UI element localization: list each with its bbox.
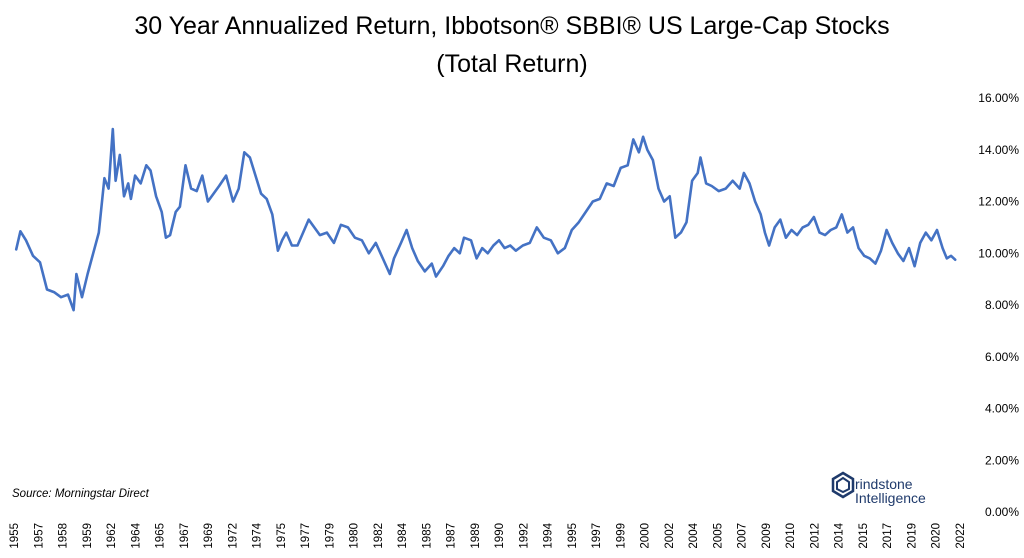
x-tick-label: 2012: [809, 523, 821, 549]
x-tick-label: 2022: [955, 523, 967, 549]
logo-text-line-2: Intelligence: [855, 490, 926, 506]
x-tick-label: 1979: [324, 523, 336, 549]
x-tick-label: 1977: [300, 523, 312, 549]
y-tick-label: 6.00%: [985, 350, 1019, 364]
x-tick-label: 1965: [155, 523, 167, 549]
x-tick-label: 2017: [882, 523, 894, 549]
x-tick-label: 2002: [664, 523, 676, 549]
x-tick-label: 1995: [567, 523, 579, 549]
x-tick-label: 2004: [688, 522, 700, 548]
y-tick-label: 14.00%: [978, 143, 1019, 157]
x-tick-label: 1984: [397, 522, 409, 548]
x-tick-label: 2010: [785, 523, 797, 549]
chart-title-line-2: (Total Return): [436, 50, 587, 78]
source-note: Source: Morningstar Direct: [12, 488, 150, 500]
x-tick-label: 1992: [518, 523, 530, 549]
x-tick-label: 1982: [373, 523, 385, 549]
x-tick-label: 2007: [737, 523, 749, 549]
x-tick-label: 2019: [906, 523, 918, 549]
x-tick-label: 1964: [130, 522, 142, 548]
x-tick-label: 2014: [834, 522, 846, 548]
x-tick-label: 2009: [761, 523, 773, 549]
x-tick-label: 1980: [349, 523, 361, 549]
logo-text-line-1: rindstone: [855, 476, 913, 492]
x-tick-label: 1967: [179, 523, 191, 549]
x-tick-label: 1975: [276, 523, 288, 549]
y-tick-label: 4.00%: [985, 402, 1019, 416]
x-tick-label: 2015: [858, 523, 870, 549]
y-tick-label: 8.00%: [985, 298, 1019, 312]
y-tick-label: 10.00%: [978, 246, 1019, 260]
x-tick-label: 1999: [615, 523, 627, 549]
x-tick-label: 1962: [106, 523, 118, 549]
series-line: [14, 127, 957, 312]
x-tick-label: 1957: [33, 523, 45, 549]
x-tick-label: 1989: [470, 523, 482, 549]
logo: rindstone Intelligence: [831, 471, 926, 506]
x-tick-label: 1987: [446, 523, 458, 549]
y-tick-label: 16.00%: [978, 91, 1019, 105]
y-tick-label: 0.00%: [985, 505, 1019, 519]
x-tick-label: 2000: [640, 523, 652, 549]
x-axis-tick-labels: 1955 1957 1958 1959 1962 1964 1965 1967 1969 1972…: [9, 522, 967, 548]
x-tick-label: 1959: [82, 523, 94, 549]
y-tick-label: 2.00%: [985, 453, 1019, 467]
x-tick-label: 1955: [9, 523, 21, 549]
grindstone-hexagon-icon: [831, 471, 855, 499]
x-tick-label: 2005: [712, 523, 724, 549]
x-tick-label: 1997: [591, 523, 603, 549]
x-tick-label: 1969: [203, 523, 215, 549]
x-tick-label: 1990: [494, 523, 506, 549]
chart-title-line-1: 30 Year Annualized Return, Ibbotson® SBB…: [134, 12, 889, 40]
x-tick-label: 1958: [58, 523, 70, 549]
x-tick-label: 1985: [421, 523, 433, 549]
y-axis-tick-labels: 0.00% 2.00% 4.00% 6.00% 8.00% 10.00% 12.00% 14.…: [978, 91, 1019, 519]
y-tick-label: 12.00%: [978, 195, 1019, 209]
x-tick-label: 1974: [252, 522, 264, 548]
x-tick-label: 2020: [931, 523, 943, 549]
x-tick-label: 1972: [227, 523, 239, 549]
x-tick-label: 1994: [543, 522, 555, 548]
